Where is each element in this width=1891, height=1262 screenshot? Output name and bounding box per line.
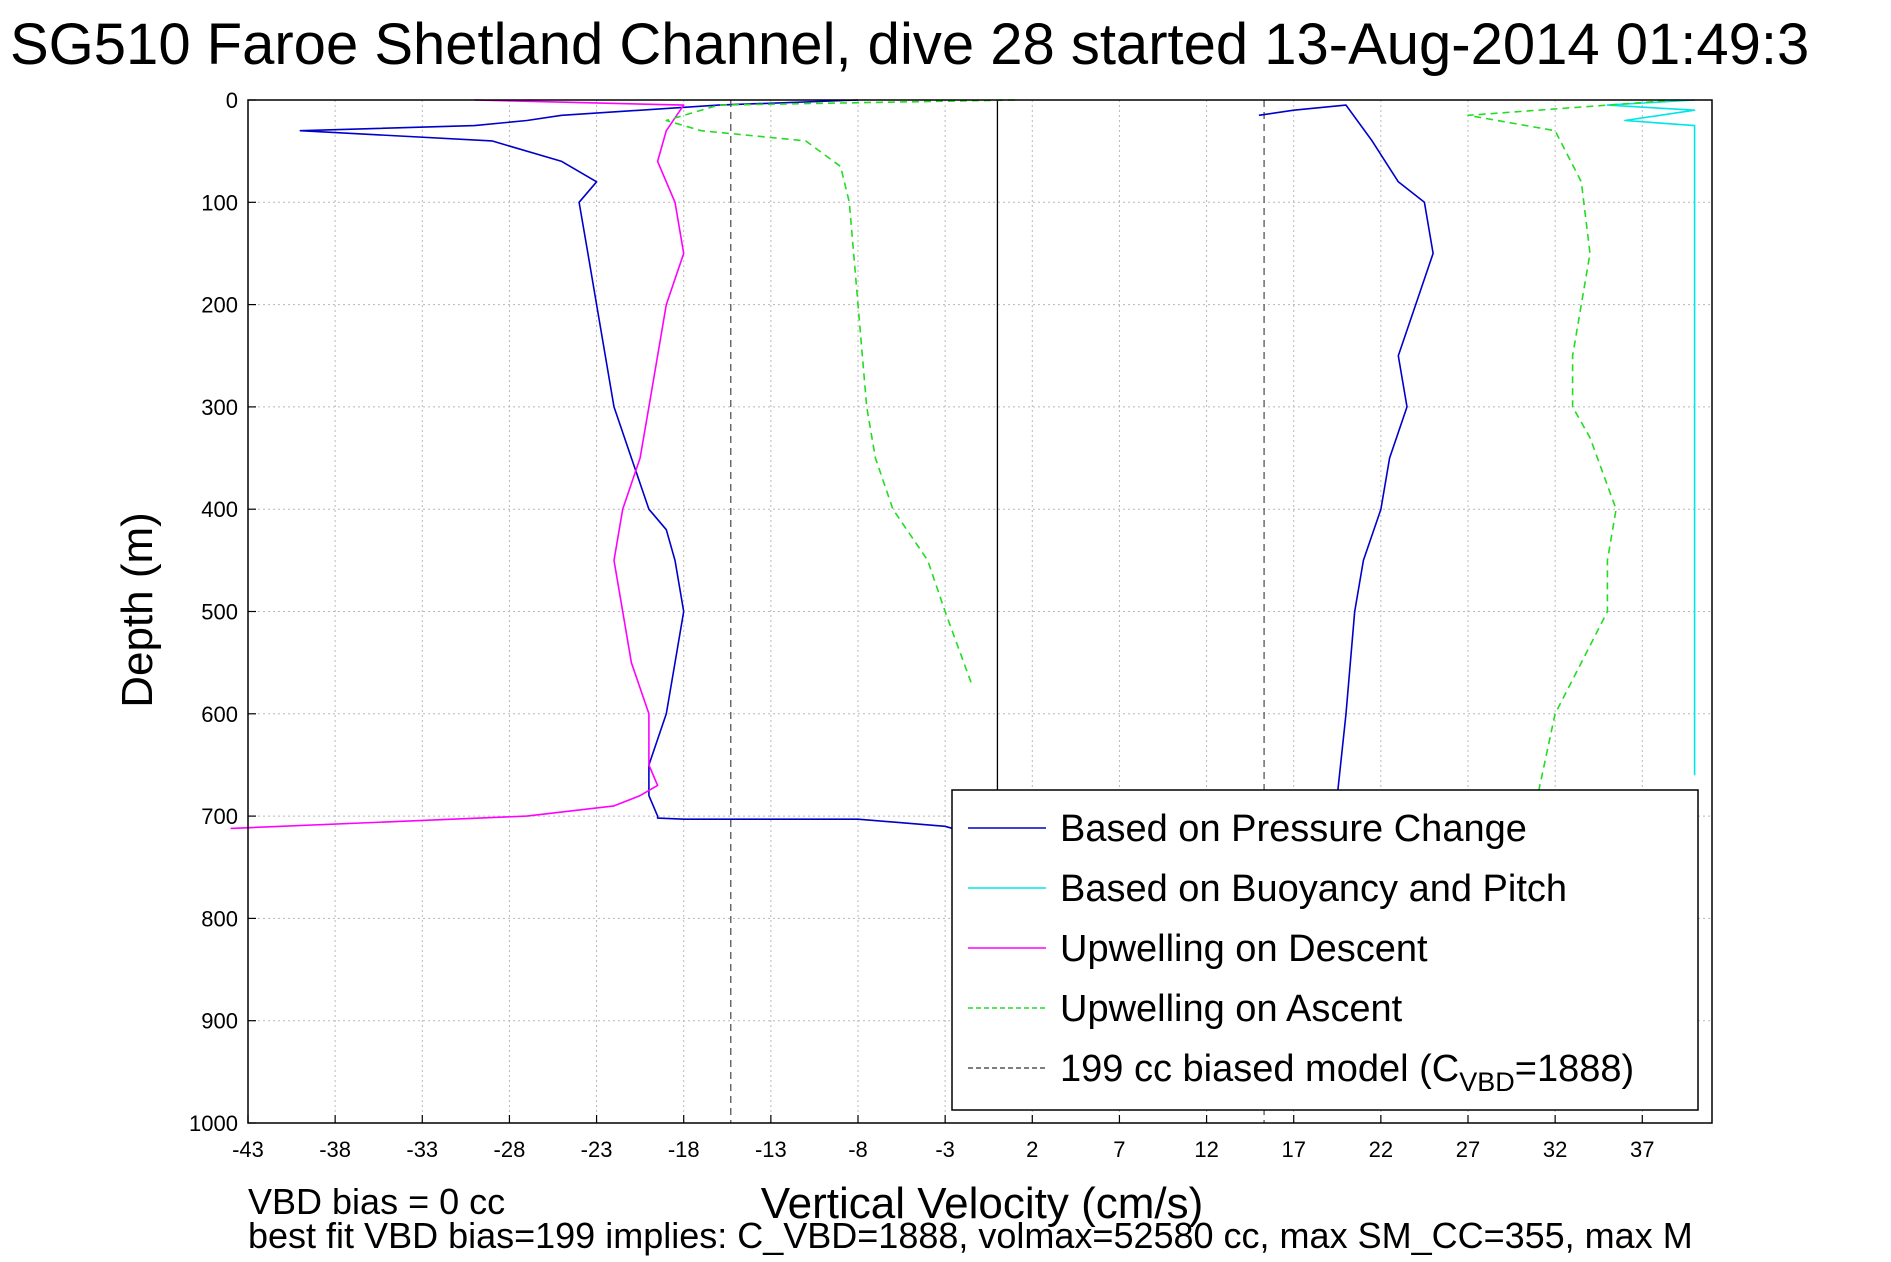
x-tick-label: 27 [1456, 1137, 1480, 1162]
x-tick-label: 2 [1026, 1137, 1038, 1162]
y-tick-label: 100 [201, 190, 238, 215]
x-tick-label: 22 [1369, 1137, 1393, 1162]
y-tick-label: 200 [201, 293, 238, 318]
legend-label-3: Upwelling on Ascent [1060, 988, 1403, 1030]
y-axis-label: Depth (m) [113, 512, 162, 708]
y-tick-label: 300 [201, 395, 238, 420]
x-tick-label: -43 [232, 1137, 264, 1162]
x-axis-label: Vertical Velocity (cm/s) [761, 1179, 1204, 1228]
right-series-line-2 [1467, 99, 1678, 796]
legend-label-0: Based on Pressure Change [1060, 808, 1527, 850]
legend-label-4: 199 cc biased model (CVBD=1888) [1060, 1048, 1634, 1097]
note-best-fit: best fit VBD bias=199 implies: C_VBD=188… [248, 1215, 1693, 1256]
y-tick-label: 1000 [189, 1111, 238, 1136]
series-layer [230, 99, 1696, 1123]
legend-label-1: Based on Buoyancy and Pitch [1060, 868, 1567, 910]
x-tick-label: -38 [319, 1137, 351, 1162]
x-tick-label: -33 [406, 1137, 438, 1162]
legend: Based on Pressure Change Based on Buoyanc… [951, 789, 1699, 1111]
y-tick-label: 900 [201, 1009, 238, 1034]
x-tick-label: -8 [848, 1137, 868, 1162]
chart-title: SG510 Faroe Shetland Channel, dive 28 st… [10, 12, 1809, 77]
note-vbd-bias: VBD bias = 0 cc [248, 1181, 505, 1222]
y-tick-label: 700 [201, 804, 238, 829]
series-line-1 [230, 99, 685, 830]
legend-label-2: Upwelling on Descent [1060, 928, 1428, 970]
legend-box [951, 789, 1699, 1111]
right-series-line-0 [1258, 104, 1434, 796]
x-tick-label: 37 [1630, 1137, 1654, 1162]
x-tick-label: -3 [935, 1137, 955, 1162]
y-tick-label: 400 [201, 497, 238, 522]
y-tick-label: 500 [201, 600, 238, 625]
x-tick-label: -18 [668, 1137, 700, 1162]
x-tick-label: -13 [755, 1137, 787, 1162]
y-tick-label: 800 [201, 906, 238, 931]
x-tick-label: -23 [581, 1137, 613, 1162]
y-tick-label: 600 [201, 702, 238, 727]
x-tick-label: -28 [494, 1137, 526, 1162]
x-tick-label: 7 [1113, 1137, 1125, 1162]
series-line-2 [665, 99, 1015, 684]
series-line-0 [299, 99, 963, 833]
y-axis-ticks: 0 100 200 300 400 500 600 700 800 900 1000 [189, 88, 256, 1136]
right-series-line-1 [1606, 99, 1696, 776]
x-tick-label: 17 [1281, 1137, 1305, 1162]
x-tick-label: 12 [1194, 1137, 1218, 1162]
x-axis-ticks: -43 -38 -33 -28 -23 -18 -13 -8 -3 2 7 12 17 22 27 32 37 [232, 1115, 1655, 1162]
y-tick-label: 0 [226, 88, 238, 113]
x-tick-label: 32 [1543, 1137, 1567, 1162]
